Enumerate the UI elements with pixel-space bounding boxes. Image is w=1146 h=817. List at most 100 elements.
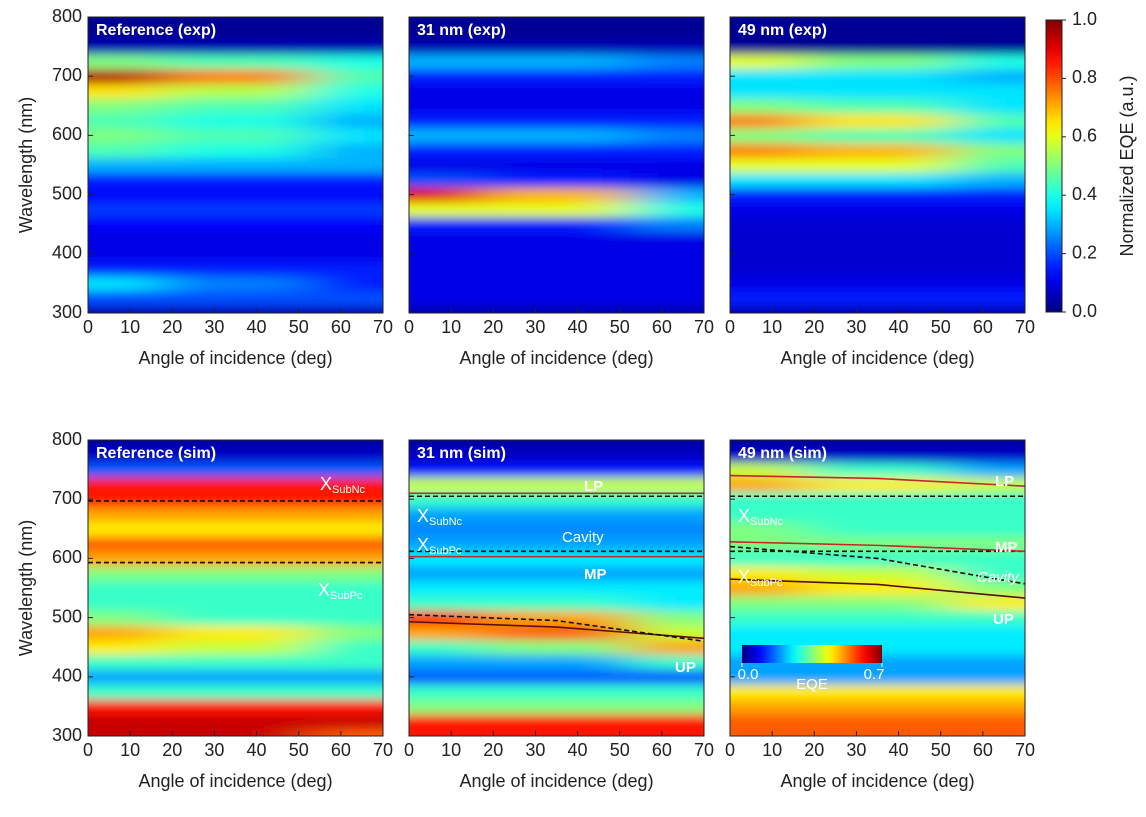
heatmap-cell	[630, 521, 704, 537]
heatmap-cell	[951, 261, 1025, 277]
heatmap-cell	[951, 462, 1025, 478]
heatmap-cell	[161, 565, 310, 582]
x-tick-label: 10	[120, 740, 140, 760]
heatmap-cell	[309, 202, 383, 218]
x-tick-label: 60	[973, 740, 993, 760]
x-tick-label: 50	[931, 740, 951, 760]
x-tick-label: 40	[247, 317, 267, 337]
heatmap-cell	[409, 187, 484, 203]
heatmap-cell	[161, 713, 310, 730]
heatmap-cell	[730, 68, 805, 85]
annotation-text: LP	[995, 473, 1014, 490]
annotation-text: X	[417, 506, 429, 526]
heatmap-cell	[803, 713, 952, 730]
annotation-label: XSubPc	[318, 580, 363, 602]
heatmap-cell	[630, 157, 704, 173]
heatmap-cell	[803, 477, 952, 493]
annotation-text: UP	[675, 659, 696, 676]
heatmap-cell	[630, 68, 704, 85]
heatmap-cell	[482, 128, 631, 144]
heatmap-cell	[88, 684, 163, 700]
annotation-subscript: SubPc	[750, 577, 783, 589]
heatmap-cell	[409, 157, 484, 173]
heatmap-cell	[730, 669, 805, 685]
heatmap-cell	[482, 521, 631, 537]
x-tick-label: 60	[331, 317, 351, 337]
x-axis-label: Angle of incidence (deg)	[780, 348, 974, 368]
heatmap-cell	[409, 462, 484, 478]
heatmap-cell	[409, 699, 484, 715]
heatmap-cell	[409, 202, 484, 218]
heatmap-cell	[309, 68, 383, 85]
heatmap-cell	[730, 580, 805, 596]
heatmap-cell	[482, 216, 631, 233]
heatmap-cell	[803, 24, 952, 40]
heatmap-cell	[630, 24, 704, 40]
x-tick-label: 0	[404, 317, 414, 337]
heatmap	[409, 440, 704, 736]
heatmap-cell	[803, 276, 952, 292]
heatmap-cell	[630, 202, 704, 218]
heatmap-cell	[730, 625, 805, 641]
heatmap-cell	[161, 669, 310, 685]
x-axis-label: Angle of incidence (deg)	[138, 771, 332, 791]
heatmap-cell	[88, 216, 163, 233]
colorbar	[742, 645, 882, 663]
heatmap-cell	[88, 246, 163, 262]
heatmap-cell	[161, 142, 310, 159]
annotation-text: Cavity	[977, 569, 1020, 586]
heatmap-cell	[630, 231, 704, 247]
x-tick-label: 40	[889, 317, 909, 337]
heatmap-cell	[482, 536, 631, 552]
heatmap-cell	[309, 246, 383, 262]
x-tick-label: 0	[404, 740, 414, 760]
heatmap-cell	[409, 580, 484, 596]
heatmap-cell	[482, 565, 631, 582]
heatmap-cell	[730, 39, 805, 55]
heatmap-cell	[730, 477, 805, 493]
x-tick-label: 20	[162, 740, 182, 760]
annotation-text: X	[738, 506, 750, 526]
heatmap-cell	[482, 54, 631, 70]
heatmap-cell	[730, 565, 805, 582]
heatmap-cell	[630, 536, 704, 552]
annotation-label: MP	[584, 566, 607, 583]
heatmap-cell	[730, 202, 805, 218]
heatmap-cell	[88, 536, 163, 552]
colorbar-tick-label: 0.0	[738, 666, 759, 683]
heatmap-cell	[951, 142, 1025, 159]
heatmap-cell	[630, 639, 704, 656]
heatmap-cell	[630, 610, 704, 626]
heatmap-cell	[88, 440, 163, 448]
x-tick-label: 40	[247, 740, 267, 760]
annotation-label: LP	[584, 478, 603, 495]
heatmap-cell	[309, 216, 383, 233]
heatmap-cell	[951, 17, 1025, 25]
heatmap-cell	[482, 17, 631, 25]
heatmap-cell	[309, 440, 383, 448]
heatmap-cell	[88, 491, 163, 508]
x-axis-label: Angle of incidence (deg)	[459, 348, 653, 368]
heatmap-cell	[482, 506, 631, 522]
heatmap-cell	[630, 669, 704, 685]
heatmap-cell	[309, 157, 383, 173]
heatmap-cell	[951, 231, 1025, 247]
heatmap-cell	[730, 610, 805, 626]
annotation-label: UP	[675, 659, 696, 676]
heatmap-cell	[482, 98, 631, 114]
heatmap-cell	[951, 580, 1025, 596]
heatmap-cells	[730, 17, 1025, 313]
heatmap-cell	[409, 728, 484, 736]
heatmap	[88, 17, 383, 313]
y-tick-label: 600	[52, 124, 82, 144]
heatmap-cell	[409, 639, 484, 656]
heatmap-cell	[309, 639, 383, 656]
heatmap-cell	[951, 654, 1025, 670]
x-tick-label: 0	[725, 740, 735, 760]
x-tick-label: 0	[725, 317, 735, 337]
heatmap-cell	[409, 506, 484, 522]
heatmap-cell	[482, 610, 631, 626]
annotation-subscript: SubNc	[332, 484, 366, 496]
heatmap-cell	[161, 684, 310, 700]
heatmap-cell	[803, 39, 952, 55]
